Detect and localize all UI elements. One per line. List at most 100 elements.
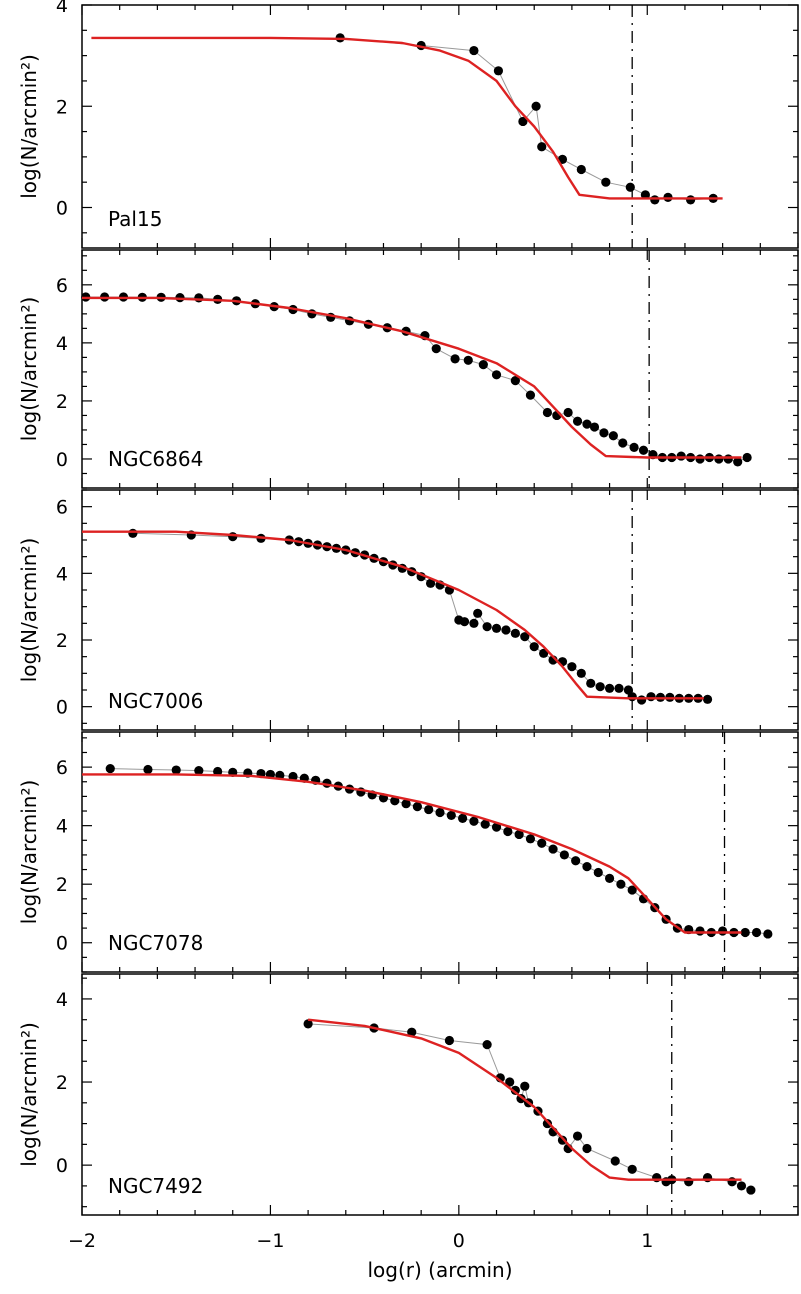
y-axis-title: log(N/arcmin²) (17, 538, 41, 683)
data-point (407, 1027, 417, 1037)
data-point (593, 867, 603, 878)
model-curve (82, 296, 742, 459)
data-point (746, 1185, 756, 1195)
data-point (491, 822, 502, 832)
data-point (599, 428, 609, 438)
panel-label: NGC7078 (108, 931, 203, 955)
y-tick-label: 0 (56, 198, 68, 220)
y-tick-label: 4 (56, 816, 68, 838)
data-point (529, 642, 539, 652)
data-point (194, 766, 204, 776)
panel-frame (81, 4, 799, 249)
data-point (469, 45, 479, 56)
data-point (503, 826, 513, 837)
data-point (143, 764, 153, 775)
data-point (718, 926, 728, 936)
data-point (105, 763, 115, 774)
data-point (431, 344, 441, 354)
data-point (537, 142, 547, 152)
y-tick-label: 6 (56, 275, 68, 297)
data-point (213, 766, 223, 777)
data-point (482, 1040, 492, 1050)
data-point (576, 164, 586, 175)
data-point (751, 927, 762, 938)
data-point (627, 885, 637, 895)
data-point (478, 360, 488, 370)
data-point (582, 419, 592, 429)
data-point (676, 451, 686, 461)
y-tick-label: 4 (56, 989, 68, 1011)
data-point (557, 1135, 568, 1145)
x-axis-title: log(r) (arcmin) (367, 1258, 512, 1282)
y-tick-label: 2 (56, 96, 68, 118)
panel-frame (81, 249, 799, 489)
data-point (723, 454, 733, 464)
data-point (571, 856, 581, 866)
observed-connector (132, 532, 708, 701)
data-point (695, 454, 705, 464)
panel-ngc7006: 0 2 4 6 log(N/arcmin²) NGC7006 (17, 489, 799, 731)
panel-ngc7492: 0 2 4 log(N/arcmin²) NGC7492 −2 −1 0 1 log(r) (ar… (17, 973, 799, 1282)
data-point (595, 682, 605, 692)
data-point (518, 116, 528, 127)
panel-pal15: 0 2 4 log(N/arcmin²) Pal15 (17, 0, 799, 249)
data-point (469, 618, 479, 628)
data-point (646, 692, 656, 702)
y-tick-label: 0 (56, 1155, 68, 1177)
x-tick-label: −2 (68, 1230, 96, 1252)
y-axis-title: log(N/arcmin²) (17, 1022, 41, 1167)
data-point (514, 829, 524, 840)
data-point (608, 431, 618, 441)
data-point (510, 1085, 520, 1095)
data-point (520, 1081, 530, 1091)
y-tick-label: 2 (56, 391, 68, 413)
model-curve (307, 1018, 742, 1181)
data-point (618, 438, 628, 448)
model-curve (91, 36, 723, 200)
y-tick-label: 4 (56, 0, 68, 17)
panel-label: NGC7492 (108, 1174, 203, 1198)
model-curve (82, 530, 704, 700)
data-point (702, 694, 713, 704)
data-point (623, 685, 634, 695)
data-point (695, 926, 705, 936)
data-point (567, 662, 577, 672)
data-point (525, 834, 536, 844)
data-point (629, 442, 639, 452)
data-point (501, 625, 511, 635)
y-tick-label: 4 (56, 333, 68, 355)
data-point (763, 929, 773, 939)
data-point (601, 177, 611, 187)
data-point (559, 850, 569, 860)
data-point (491, 370, 502, 380)
data-point (604, 873, 615, 883)
data-point (525, 390, 536, 400)
data-point (469, 816, 479, 826)
y-tick-label: 0 (56, 697, 68, 719)
data-point (686, 195, 696, 205)
data-point (616, 879, 626, 889)
y-tick-label: 2 (56, 874, 68, 896)
data-point (539, 648, 549, 658)
data-point (505, 1077, 515, 1087)
data-point (444, 1035, 455, 1046)
y-axis-title: log(N/arcmin²) (17, 54, 41, 199)
y-axis-title: log(N/arcmin²) (17, 780, 41, 925)
panel-ngc7078: 0 2 4 6 log(N/arcmin²) NGC7078 (17, 731, 799, 973)
y-tick-label: 6 (56, 497, 68, 519)
data-point (542, 1118, 553, 1129)
observed-connector (110, 768, 768, 935)
data-point (194, 293, 204, 303)
panel-ngc6864: 0 2 4 6 log(N/arcmin²) NGC6864 (17, 249, 799, 489)
data-point (627, 1164, 637, 1174)
data-point (473, 608, 483, 618)
data-point (614, 683, 624, 693)
data-point (463, 355, 473, 365)
data-point (736, 1181, 747, 1191)
data-point (714, 454, 724, 464)
data-point (586, 678, 596, 688)
panel-label: NGC7006 (108, 689, 203, 713)
y-tick-label: 0 (56, 933, 68, 955)
data-point (638, 445, 649, 455)
